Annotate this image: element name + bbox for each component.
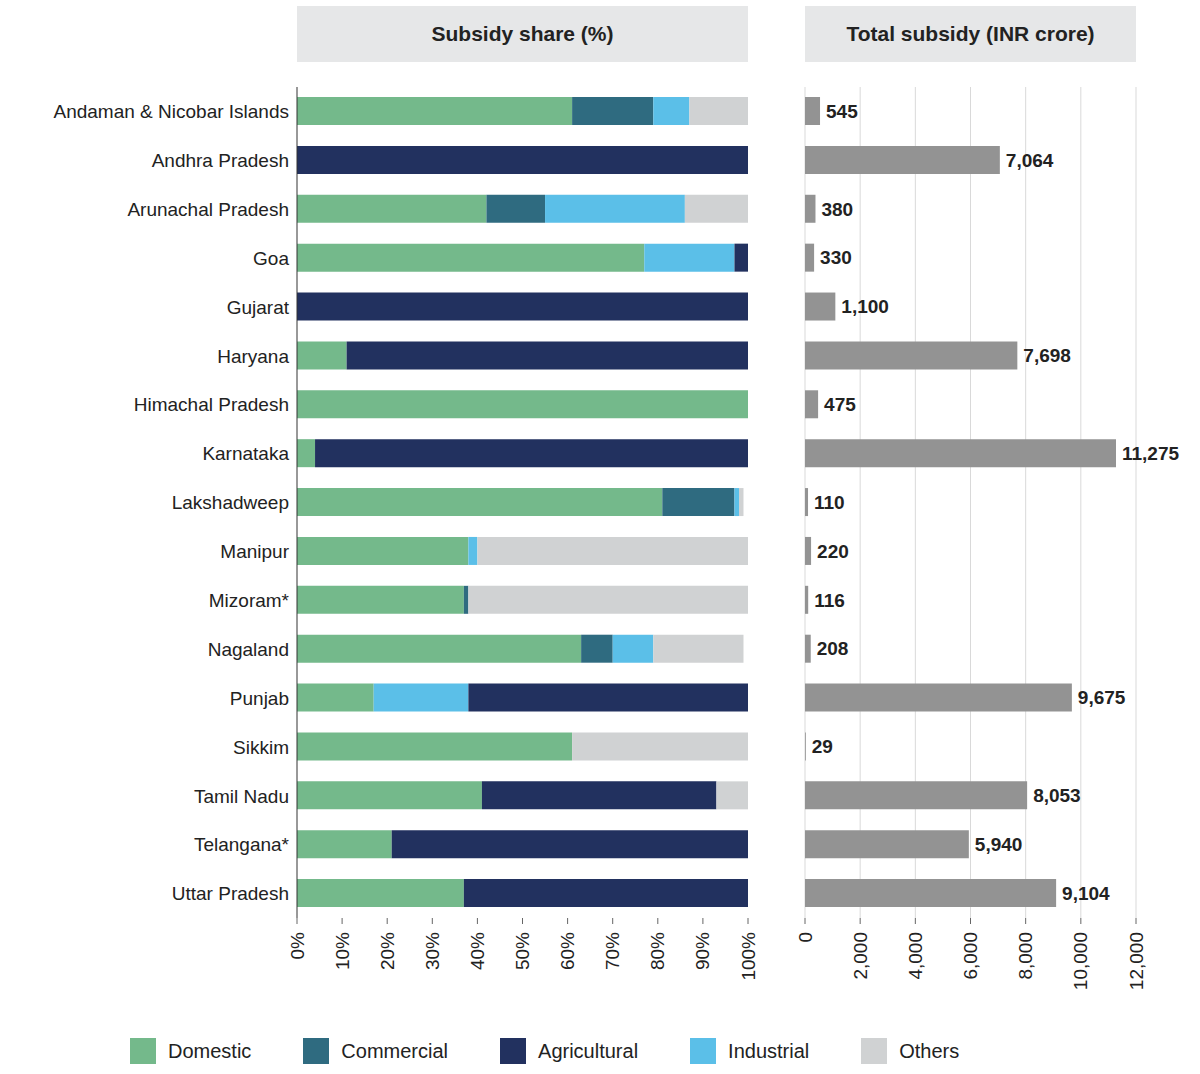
html-text:Others: Others (899, 1039, 960, 1062)
svg-text:Tamil Nadu: Tamil Nadu (194, 786, 289, 807)
svg-text:Karnataka: Karnataka (202, 443, 289, 464)
svg-text:Himachal Pradesh: Himachal Pradesh (134, 394, 289, 415)
svg-text:9,675: 9,675 (1078, 687, 1126, 708)
svg-text:11,275: 11,275 (1122, 443, 1179, 464)
svg-text:380: 380 (821, 199, 853, 220)
svg-text:7,698: 7,698 (1023, 345, 1071, 366)
svg-text:29: 29 (812, 736, 833, 757)
svg-text:50%: 50% (512, 932, 533, 970)
svg-text:Manipur: Manipur (220, 541, 289, 562)
svg-text:Lakshadweep: Lakshadweep (172, 492, 289, 513)
html-text:Commercial: Commercial (341, 1039, 448, 1062)
svg-text:475: 475 (824, 394, 856, 415)
html-text:Agricultural: Agricultural (538, 1039, 639, 1062)
svg-text:80%: 80% (647, 932, 668, 970)
html-text:Total subsidy (INR crore): Total subsidy (INR crore) (846, 22, 1095, 45)
svg-text:40%: 40% (467, 932, 488, 970)
svg-text:116: 116 (814, 590, 845, 611)
svg-text:10%: 10% (332, 932, 353, 970)
svg-text:Gujarat: Gujarat (227, 297, 290, 318)
svg-text:0%: 0% (287, 932, 308, 960)
svg-text:9,104: 9,104 (1062, 883, 1110, 904)
svg-text:70%: 70% (602, 932, 623, 970)
svg-text:208: 208 (817, 638, 849, 659)
svg-text:Nagaland: Nagaland (208, 639, 289, 660)
html-text:Subsidy share (%): Subsidy share (%) (431, 22, 614, 45)
svg-text:110: 110 (814, 492, 845, 513)
svg-text:4,000: 4,000 (905, 932, 926, 980)
svg-text:0: 0 (795, 932, 816, 943)
svg-text:100%: 100% (738, 932, 759, 981)
svg-text:Mizoram*: Mizoram* (209, 590, 290, 611)
svg-text:Haryana: Haryana (217, 346, 289, 367)
svg-text:6,000: 6,000 (960, 932, 981, 980)
svg-text:Uttar Pradesh: Uttar Pradesh (172, 883, 289, 904)
svg-text:8,053: 8,053 (1033, 785, 1081, 806)
svg-text:Andhra Pradesh: Andhra Pradesh (152, 150, 289, 171)
svg-text:30%: 30% (422, 932, 443, 970)
svg-text:Punjab: Punjab (230, 688, 289, 709)
html-text:Domestic: Domestic (168, 1039, 252, 1062)
svg-text:2,000: 2,000 (850, 932, 871, 980)
svg-text:220: 220 (817, 541, 849, 562)
svg-text:7,064: 7,064 (1006, 150, 1054, 171)
svg-text:1,100: 1,100 (841, 296, 889, 317)
svg-text:10,000: 10,000 (1070, 932, 1091, 990)
svg-text:Goa: Goa (253, 248, 289, 269)
svg-text:5,940: 5,940 (975, 834, 1023, 855)
svg-text:60%: 60% (557, 932, 578, 970)
svg-text:330: 330 (820, 247, 852, 268)
svg-text:545: 545 (826, 101, 858, 122)
svg-text:90%: 90% (692, 932, 713, 970)
svg-text:Sikkim: Sikkim (233, 737, 289, 758)
svg-text:Andaman & Nicobar Islands: Andaman & Nicobar Islands (53, 101, 289, 122)
svg-text:Telangana*: Telangana* (194, 834, 290, 855)
svg-text:20%: 20% (377, 932, 398, 970)
svg-text:8,000: 8,000 (1015, 932, 1036, 980)
svg-text:Arunachal Pradesh: Arunachal Pradesh (127, 199, 289, 220)
svg-text:12,000: 12,000 (1126, 932, 1147, 990)
html-text:Industrial: Industrial (728, 1039, 810, 1062)
